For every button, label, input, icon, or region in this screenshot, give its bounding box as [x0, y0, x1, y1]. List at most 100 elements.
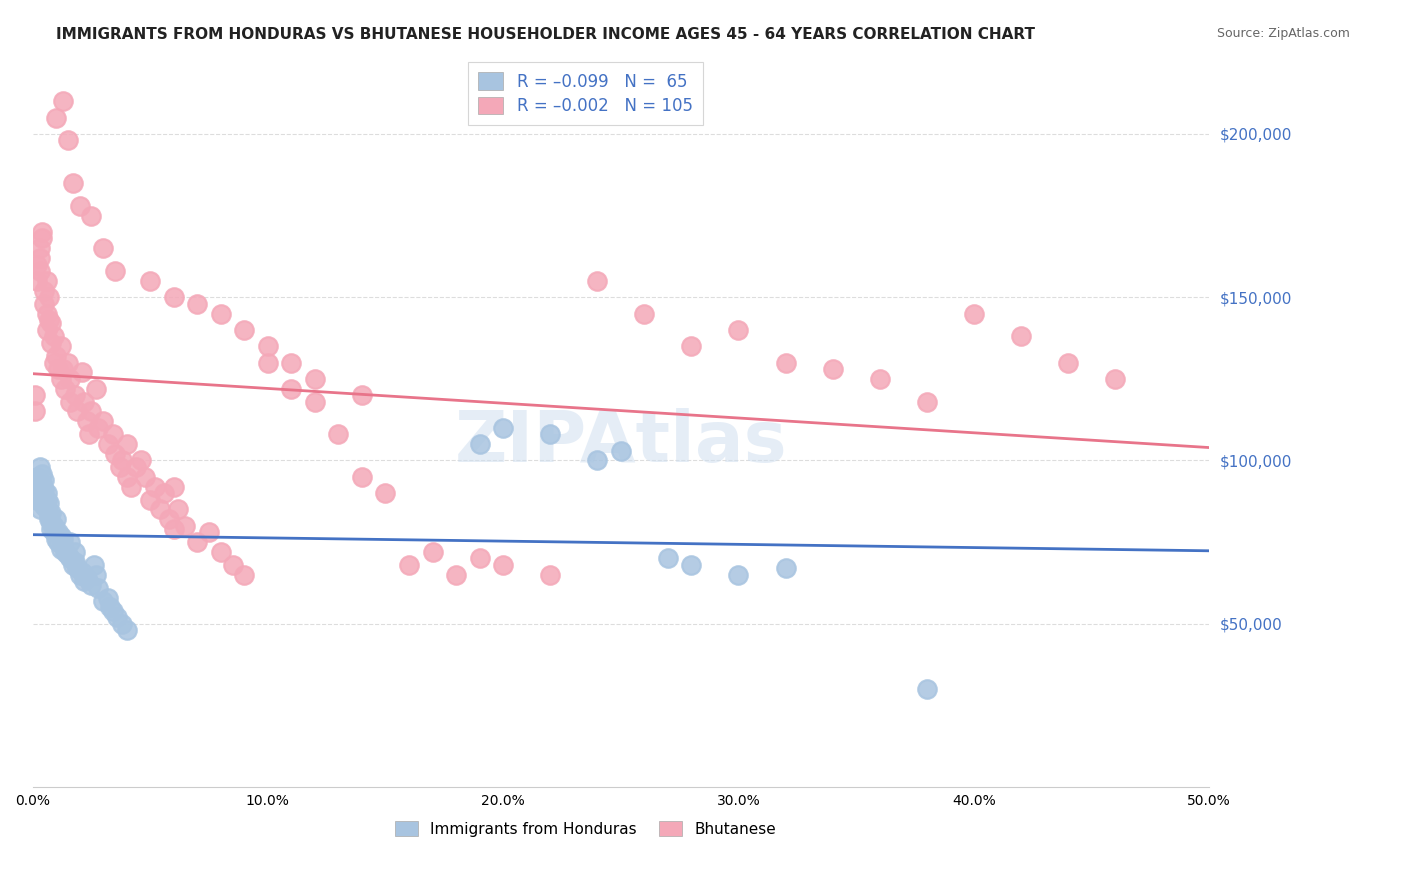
Point: [398, 558, 420, 572]
Point: [56, 355, 79, 369]
Point: [63, 555, 86, 569]
Point: [108, 460, 131, 475]
Point: [233, 323, 256, 337]
Point: [41, 516, 63, 530]
Point: [38, 509, 60, 524]
Point: [35, 502, 58, 516]
Point: [45, 512, 67, 526]
Point: [233, 567, 256, 582]
Point: [915, 682, 938, 697]
Point: [28, 502, 51, 516]
Point: [28, 480, 51, 494]
Point: [83, 558, 105, 572]
Point: [84, 567, 107, 582]
Point: [444, 567, 467, 582]
Point: [186, 296, 208, 310]
Point: [35, 486, 58, 500]
Point: [31, 496, 53, 510]
Point: [80, 209, 103, 223]
Point: [25, 258, 48, 272]
Point: [25, 492, 48, 507]
Point: [280, 382, 302, 396]
Point: [31, 225, 53, 239]
Point: [42, 355, 65, 369]
Point: [775, 561, 797, 575]
Point: [38, 313, 60, 327]
Point: [24, 486, 46, 500]
Point: [91, 241, 114, 255]
Point: [38, 496, 60, 510]
Point: [304, 394, 326, 409]
Point: [42, 525, 65, 540]
Point: [24, 404, 46, 418]
Point: [73, 574, 96, 589]
Point: [468, 437, 491, 451]
Point: [28, 264, 51, 278]
Point: [59, 394, 82, 409]
Point: [1104, 372, 1126, 386]
Point: [98, 600, 121, 615]
Point: [56, 548, 79, 562]
Point: [59, 535, 82, 549]
Point: [52, 538, 75, 552]
Point: [915, 394, 938, 409]
Point: [139, 492, 162, 507]
Point: [49, 339, 72, 353]
Point: [80, 404, 103, 418]
Point: [633, 306, 655, 320]
Point: [586, 274, 609, 288]
Point: [52, 362, 75, 376]
Point: [35, 274, 58, 288]
Point: [105, 610, 128, 624]
Point: [657, 551, 679, 566]
Point: [45, 349, 67, 363]
Point: [48, 362, 70, 376]
Point: [1010, 329, 1032, 343]
Point: [111, 616, 134, 631]
Point: [32, 490, 55, 504]
Point: [821, 362, 844, 376]
Point: [55, 382, 77, 396]
Point: [104, 264, 127, 278]
Point: [31, 231, 53, 245]
Point: [492, 421, 515, 435]
Legend: Immigrants from Honduras, Bhutanese: Immigrants from Honduras, Bhutanese: [387, 813, 785, 844]
Point: [586, 453, 609, 467]
Point: [59, 551, 82, 566]
Point: [56, 133, 79, 147]
Point: [163, 480, 186, 494]
Point: [77, 427, 100, 442]
Point: [492, 558, 515, 572]
Text: IMMIGRANTS FROM HONDURAS VS BHUTANESE HOUSEHOLDER INCOME AGES 45 - 64 YEARS CORR: IMMIGRANTS FROM HONDURAS VS BHUTANESE HO…: [56, 27, 1035, 42]
Point: [198, 525, 221, 540]
Point: [73, 394, 96, 409]
Point: [115, 624, 138, 638]
Point: [538, 567, 561, 582]
Point: [66, 561, 89, 575]
Point: [1057, 355, 1080, 369]
Point: [727, 323, 749, 337]
Point: [70, 565, 93, 579]
Point: [25, 274, 48, 288]
Point: [62, 176, 84, 190]
Point: [35, 323, 58, 337]
Point: [35, 492, 58, 507]
Point: [91, 594, 114, 608]
Point: [304, 372, 326, 386]
Point: [209, 306, 232, 320]
Point: [186, 535, 208, 549]
Point: [38, 512, 60, 526]
Point: [41, 506, 63, 520]
Point: [41, 335, 63, 350]
Point: [42, 329, 65, 343]
Point: [422, 545, 444, 559]
Point: [52, 94, 75, 108]
Point: [49, 541, 72, 556]
Text: ZIPAtlas: ZIPAtlas: [454, 408, 787, 476]
Point: [48, 525, 70, 540]
Point: [256, 339, 278, 353]
Point: [91, 414, 114, 428]
Point: [97, 437, 120, 451]
Point: [32, 500, 55, 514]
Point: [62, 558, 84, 572]
